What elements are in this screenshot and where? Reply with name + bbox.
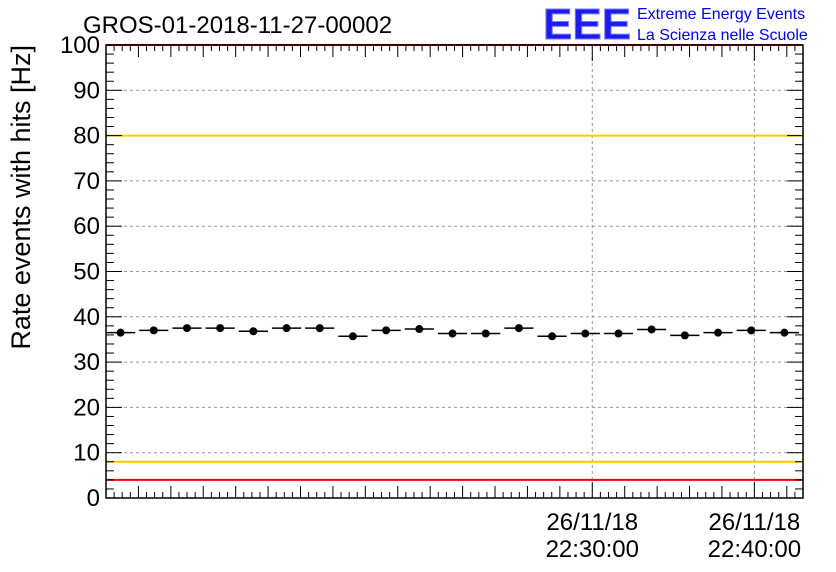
data-points: [106, 324, 799, 341]
y-axis-label: Rate events with hits [Hz]: [6, 45, 36, 350]
data-point: [382, 326, 391, 335]
y-tick-label: 0: [87, 485, 100, 512]
y-tick-label: 10: [73, 440, 100, 467]
data-point: [415, 325, 424, 334]
data-point: [116, 328, 125, 337]
x-tick-label-date: 26/11/18: [709, 509, 801, 536]
y-tick-label: 50: [73, 259, 100, 286]
data-point: [747, 326, 756, 335]
y-tick-label: 60: [73, 213, 100, 240]
data-point: [149, 326, 158, 335]
logo-line2: La Scienza nelle Scuole: [637, 27, 808, 44]
y-axis: 0 10 20 30 40 50 60 70 80 90 100: [60, 32, 803, 512]
y-tick-label: 70: [73, 168, 100, 195]
data-point: [249, 327, 258, 336]
data-point: [348, 332, 357, 341]
data-point: [182, 324, 191, 333]
reference-lines: [106, 44, 803, 481]
chart-title: GROS-01-2018-11-27-00002: [83, 12, 392, 39]
y-tick-label: 80: [73, 123, 100, 150]
data-point: [216, 324, 225, 333]
logo-line1: Extreme Energy Events: [637, 6, 805, 23]
logo-mark: EEE: [543, 0, 631, 49]
data-point: [481, 329, 490, 338]
data-point: [581, 329, 590, 338]
data-point: [680, 331, 689, 340]
y-tick-label: 40: [73, 304, 100, 331]
data-point: [780, 328, 789, 337]
eee-logo: EEE Extreme Energy Events La Scienza nel…: [543, 0, 808, 50]
x-tick-label-time: 22:30:00: [546, 536, 639, 563]
y-tick-label: 90: [73, 77, 100, 104]
y-tick-label: 30: [73, 349, 100, 376]
data-point: [315, 324, 324, 333]
y-tick-label: 20: [73, 394, 100, 421]
x-tick-label-date: 26/11/18: [546, 509, 638, 536]
data-point: [548, 332, 557, 341]
data-point: [714, 328, 723, 337]
x-tick-label-time: 22:40:00: [708, 536, 801, 563]
grid-lines: [106, 45, 803, 498]
data-point: [614, 329, 623, 338]
y-tick-label: 100: [60, 32, 100, 59]
data-point: [448, 329, 457, 338]
data-point: [514, 324, 523, 333]
data-point: [647, 325, 656, 334]
data-point: [282, 324, 291, 333]
